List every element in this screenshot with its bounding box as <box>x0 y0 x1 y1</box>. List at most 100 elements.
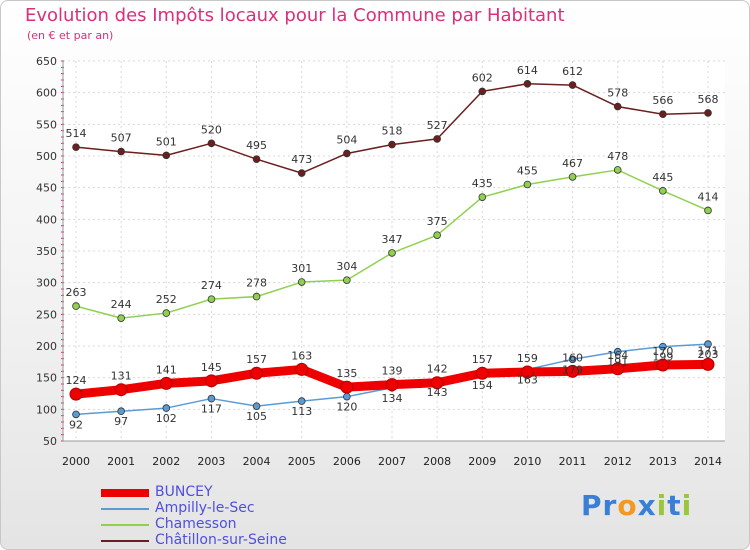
data-label: 473 <box>291 153 312 166</box>
data-point <box>207 394 216 403</box>
data-label: 507 <box>111 132 132 145</box>
y-tick-label: 400 <box>36 213 57 226</box>
data-point <box>343 392 351 401</box>
legend-swatch <box>101 524 149 526</box>
data-point <box>207 295 216 303</box>
data-label: 139 <box>382 365 403 378</box>
data-point <box>162 151 171 160</box>
y-tick-label: 350 <box>36 245 57 258</box>
data-point <box>204 374 218 388</box>
y-tick-label: 50 <box>43 435 57 448</box>
data-point <box>613 347 622 356</box>
data-point <box>520 365 534 379</box>
y-tick-label: 650 <box>36 55 57 68</box>
data-label: 445 <box>652 171 673 184</box>
data-label: 117 <box>201 403 222 416</box>
data-label: 612 <box>562 65 583 78</box>
data-label: 97 <box>114 415 128 428</box>
data-point <box>117 147 125 156</box>
data-label: 467 <box>562 157 583 170</box>
y-tick-label: 250 <box>36 308 57 321</box>
x-tick-label: 2009 <box>468 455 496 468</box>
data-point <box>433 135 441 143</box>
data-point <box>162 404 171 412</box>
data-label: 566 <box>652 94 673 107</box>
data-point <box>566 364 580 378</box>
x-tick-label: 2002 <box>152 455 180 468</box>
logo-letter: i <box>681 489 693 522</box>
data-label: 163 <box>291 349 312 362</box>
data-label: 301 <box>291 262 312 275</box>
data-label: 102 <box>156 412 177 425</box>
x-tick-label: 2014 <box>694 455 722 468</box>
x-tick-label: 2004 <box>243 455 271 468</box>
data-label: 501 <box>156 135 177 148</box>
legend-label: Chamesson <box>155 516 237 532</box>
data-point <box>295 362 309 376</box>
data-point <box>704 109 712 117</box>
data-label: 244 <box>111 298 132 311</box>
data-point <box>388 140 396 149</box>
data-label: 495 <box>246 139 267 152</box>
data-label: 520 <box>201 123 222 136</box>
data-label: 347 <box>382 233 403 246</box>
data-label: 278 <box>246 277 267 290</box>
data-label: 157 <box>246 353 267 366</box>
data-label: 135 <box>336 367 357 380</box>
data-label: 171 <box>698 344 719 357</box>
x-tick-label: 2000 <box>62 455 90 468</box>
data-point <box>207 139 216 148</box>
chart-title: Evolution des Impôts locaux pour la Comm… <box>25 5 565 26</box>
data-label: 124 <box>66 374 87 387</box>
data-label: 203 <box>698 348 719 361</box>
proxiti-logo: Proxiti <box>581 489 692 522</box>
legend-label: Ampilly-le-Sec <box>155 500 255 516</box>
data-label: 455 <box>517 165 538 178</box>
data-point <box>297 169 306 177</box>
logo-letter: t <box>667 489 682 522</box>
data-point <box>343 149 351 158</box>
data-point <box>523 80 532 88</box>
data-point <box>117 314 125 322</box>
y-tick-label: 500 <box>36 150 57 163</box>
data-point <box>613 166 622 174</box>
data-point <box>659 187 667 195</box>
data-point <box>478 193 487 201</box>
legend-label: Châtillon-sur-Seine <box>155 532 287 548</box>
data-point <box>252 155 261 163</box>
y-tick-label: 450 <box>36 182 57 195</box>
x-tick-label: 2012 <box>604 455 632 468</box>
data-point <box>701 357 715 371</box>
data-point <box>297 397 306 405</box>
data-point <box>117 407 125 416</box>
data-label: 113 <box>291 405 312 418</box>
legend-swatch <box>101 540 149 542</box>
data-label: 504 <box>336 133 357 146</box>
data-point <box>433 231 441 239</box>
data-label: 304 <box>336 260 357 273</box>
data-label: 105 <box>246 410 267 423</box>
data-point <box>340 380 354 394</box>
data-point <box>568 173 577 181</box>
data-point <box>704 206 712 215</box>
data-point <box>659 342 667 351</box>
data-label: 120 <box>336 401 357 414</box>
x-tick-label: 2008 <box>423 455 451 468</box>
x-tick-label: 2010 <box>513 455 541 468</box>
data-label: 263 <box>66 286 87 299</box>
data-point <box>523 180 532 189</box>
data-label: 163 <box>517 373 538 386</box>
data-label: 92 <box>69 418 83 431</box>
y-tick-label: 100 <box>36 403 57 416</box>
data-label: 518 <box>382 125 403 138</box>
data-label: 142 <box>427 363 448 376</box>
data-label: 160 <box>562 351 583 364</box>
x-tick-label: 2011 <box>559 455 587 468</box>
data-point <box>69 387 83 401</box>
y-tick-label: 600 <box>36 87 57 100</box>
x-tick-label: 2007 <box>378 455 406 468</box>
legend-swatch <box>101 489 149 497</box>
data-label: 527 <box>427 119 448 132</box>
